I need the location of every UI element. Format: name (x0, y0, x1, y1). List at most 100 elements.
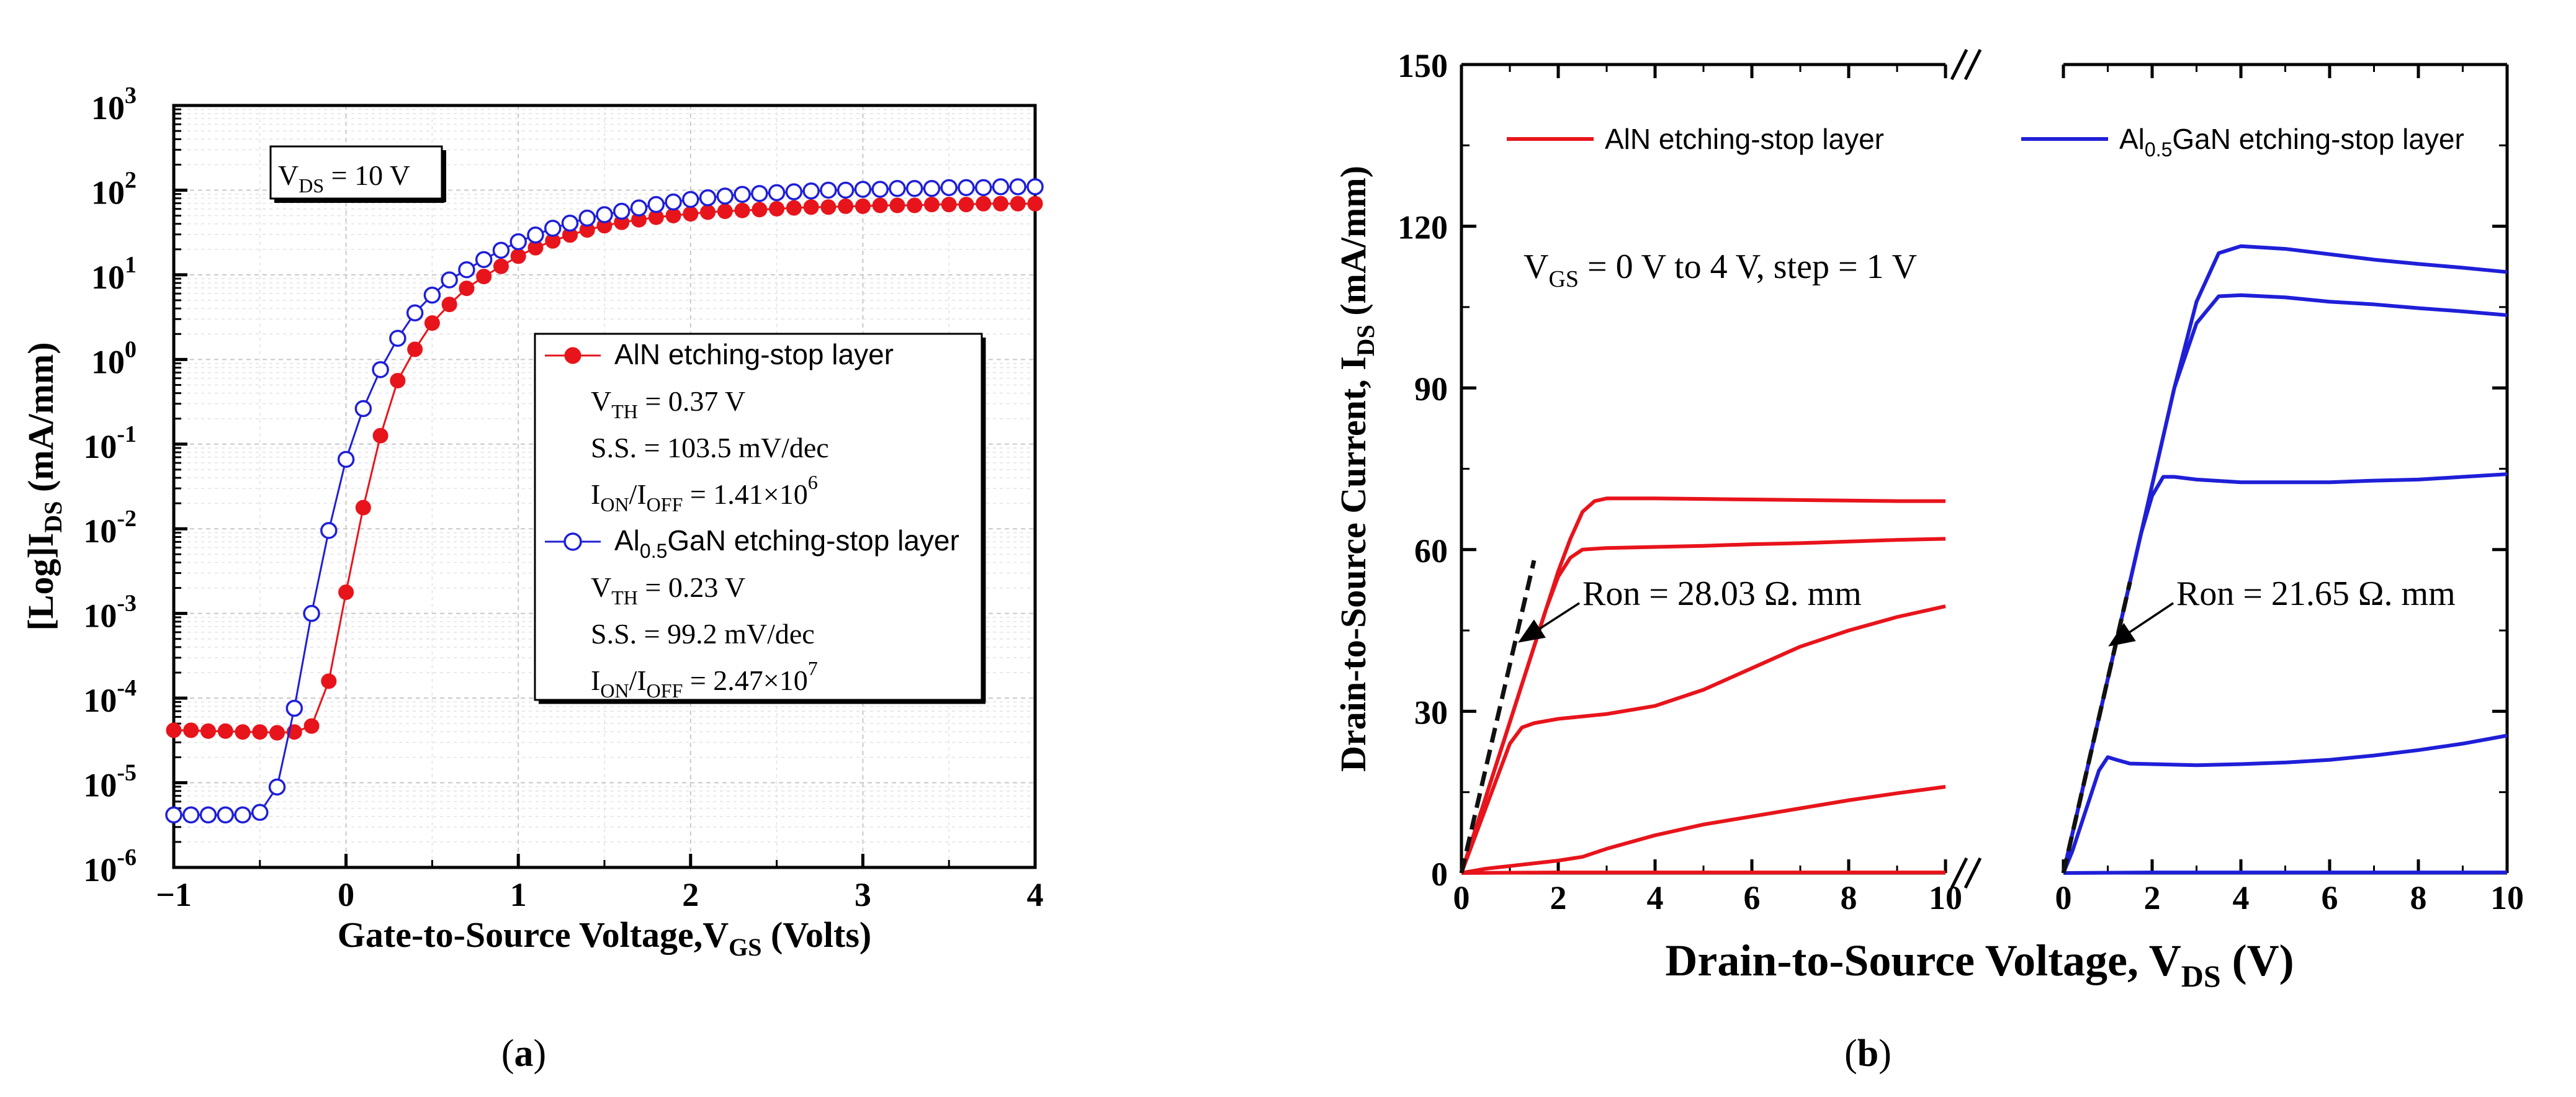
panel-caption: (a) (501, 1032, 546, 1075)
data-point (924, 197, 939, 212)
data-point (270, 725, 285, 740)
data-point (855, 182, 870, 197)
data-point (356, 401, 370, 416)
x-tick-label: 10 (1929, 879, 1962, 916)
data-point (390, 373, 405, 388)
data-point (924, 181, 939, 196)
x-tick-label: 2 (682, 876, 699, 913)
data-point (166, 807, 181, 822)
data-point (1010, 196, 1025, 211)
data-point (890, 198, 905, 213)
data-point (752, 202, 767, 217)
data-point (855, 199, 870, 213)
data-point (408, 305, 423, 320)
data-point (941, 180, 956, 195)
data-point (804, 200, 819, 215)
data-point (442, 272, 457, 287)
data-point (976, 196, 991, 211)
figure: −1 0 1 2 3 410-610-510-410-310-210-1100101102… (0, 0, 2576, 1097)
data-point (821, 200, 836, 215)
data-point (339, 585, 354, 600)
data-point (304, 606, 319, 621)
data-point (321, 523, 336, 538)
data-point (477, 269, 491, 284)
panel-caption: (b) (1844, 1032, 1892, 1075)
data-point (821, 182, 836, 197)
data-point (562, 216, 577, 231)
data-point (459, 262, 474, 277)
data-point (683, 207, 698, 222)
data-point (218, 807, 233, 822)
data-point (959, 197, 974, 212)
x-tick-label: 3 (855, 876, 871, 913)
y-tick-label: 60 (1414, 532, 1448, 570)
condition-label: VGS = 0 V to 4 V, step = 1 V (1524, 248, 1917, 292)
legend-marker (565, 534, 581, 550)
x-tick-label: 8 (2410, 879, 2427, 916)
data-point (321, 674, 336, 689)
data-point (253, 805, 267, 820)
x-tick-label: 0 (1453, 879, 1470, 916)
data-point (270, 779, 285, 794)
data-point (1028, 179, 1043, 194)
data-point (752, 186, 767, 201)
data-point (235, 807, 250, 822)
data-point (184, 723, 199, 738)
data-point (1010, 179, 1025, 194)
data-point (770, 201, 784, 216)
data-point (545, 221, 560, 236)
data-point (838, 199, 853, 213)
annotation-ron-algan: Ron = 21.65 Ω. mm (2176, 575, 2456, 613)
data-point (735, 203, 750, 218)
data-point (373, 362, 388, 377)
data-point (993, 179, 1008, 194)
y-tick-label: 120 (1398, 209, 1448, 246)
data-point (873, 198, 887, 213)
data-point (459, 281, 474, 296)
data-point (735, 187, 750, 202)
data-point (477, 252, 491, 267)
legend-entry: AlN etching-stop layer (1605, 123, 1884, 155)
data-point (184, 807, 199, 822)
data-point (339, 452, 354, 467)
x-tick-label: 4 (2233, 879, 2250, 916)
data-point (683, 192, 698, 207)
data-point (287, 701, 302, 715)
x-tick-label: 1 (510, 876, 527, 913)
y-tick-label: 30 (1414, 694, 1448, 731)
data-point (528, 228, 543, 243)
data-point (201, 807, 216, 822)
data-point (701, 205, 716, 220)
data-point (373, 428, 388, 443)
data-point (666, 195, 681, 210)
y-tick-label: 0 (1431, 856, 1448, 893)
data-point (976, 180, 991, 195)
data-point (166, 723, 181, 738)
data-point (717, 204, 732, 219)
legend-metric: S.S. = 99.2 mV/dec (591, 618, 815, 650)
data-point (701, 190, 716, 205)
x-tick-label: 10 (2490, 879, 2524, 916)
data-point (614, 204, 629, 219)
legend-entry: AlN etching-stop layer (614, 338, 894, 370)
data-point (253, 725, 267, 740)
legend-marker (565, 347, 581, 364)
data-point (304, 719, 319, 733)
y-axis-label: Drain-to-Source Current, IDS (mA/mm) (1333, 166, 1380, 772)
data-point (770, 186, 784, 200)
data-point (993, 196, 1008, 211)
y-tick-label: 90 (1414, 370, 1448, 408)
data-point (786, 200, 801, 215)
x-tick-label: 0 (2055, 879, 2072, 916)
x-tick-label: 6 (1744, 879, 1761, 916)
data-point (786, 184, 801, 199)
data-point (424, 316, 439, 331)
data-point (408, 342, 423, 357)
iv-curve (2063, 872, 2507, 873)
y-tick-label: 150 (1398, 47, 1448, 84)
data-point (218, 723, 233, 738)
data-point (442, 297, 457, 312)
data-point (511, 249, 526, 264)
data-point (941, 197, 956, 212)
annotation-ron-aln: Ron = 28.03 Ω. mm (1582, 575, 1862, 613)
